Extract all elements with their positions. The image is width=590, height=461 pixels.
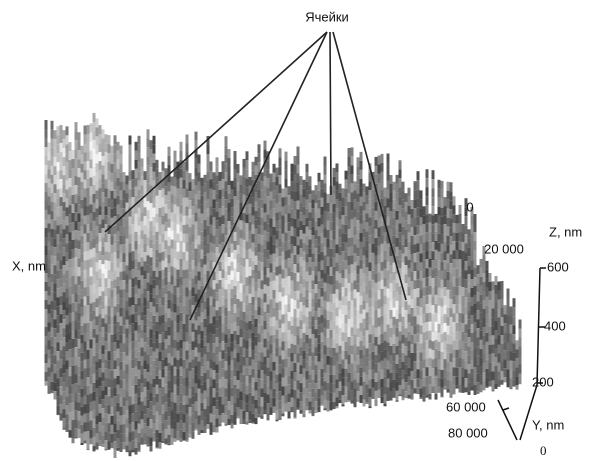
- y-axis-line: [498, 400, 517, 440]
- y-tick-label: 80 000: [448, 425, 488, 440]
- z-tick-label: 400: [544, 318, 566, 333]
- z-tick-label: 600: [547, 259, 569, 274]
- y-tick-label: 60 000: [446, 399, 486, 414]
- x-tick-label: 0: [466, 199, 473, 214]
- z-tick-label: 200: [532, 374, 554, 389]
- z-tick-label: 0: [540, 443, 547, 458]
- annotation-label: Ячейки: [305, 9, 349, 24]
- x-tick-label: 20 000: [484, 241, 524, 256]
- z-axis-line: [520, 268, 540, 440]
- afm-figure: Ячейки 0 20 000 X, nm Z, nm 600 400 200 …: [0, 0, 590, 461]
- pointer-line: [330, 32, 331, 195]
- x-axis-title: X, nm: [12, 258, 46, 273]
- z-axis-title: Z, nm: [549, 224, 582, 239]
- y-tick: [503, 408, 509, 410]
- y-axis-title: Y, nm: [532, 417, 564, 432]
